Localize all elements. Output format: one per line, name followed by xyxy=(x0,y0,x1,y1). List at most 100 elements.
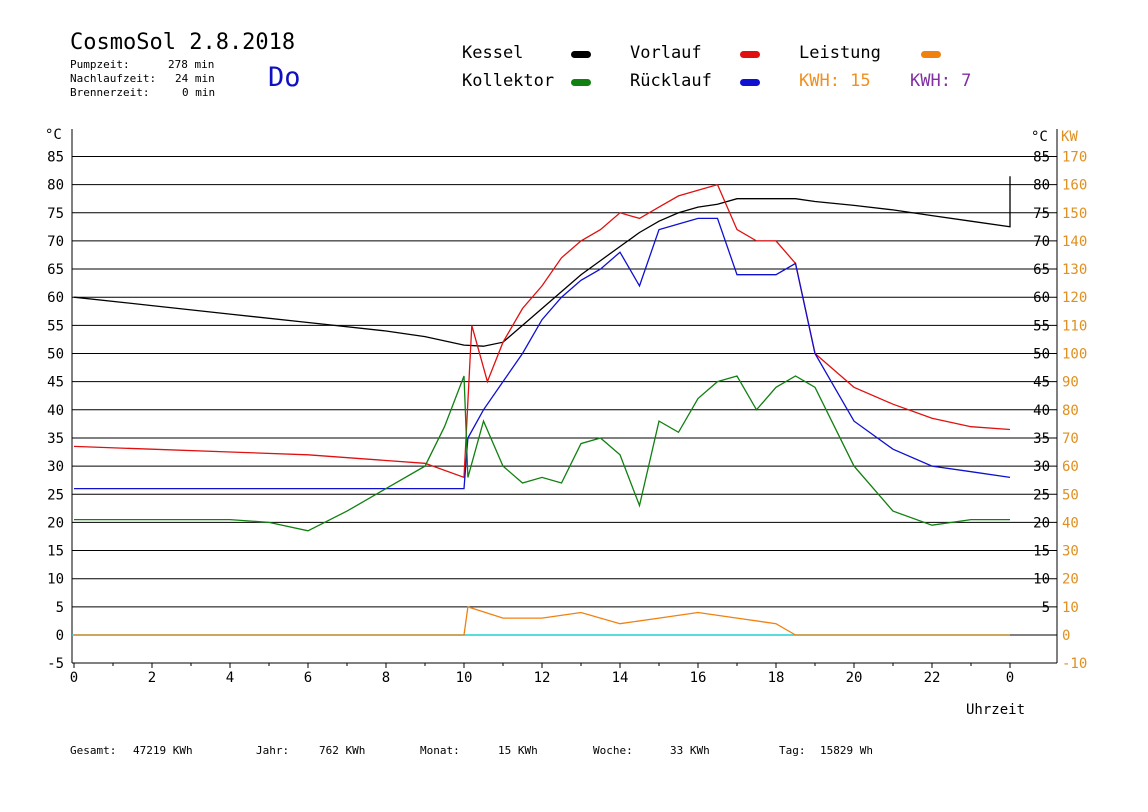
x-tick-label: 6 xyxy=(304,670,312,686)
y-tick-label-right: 35 xyxy=(1033,431,1050,447)
y-tick-label-kw: 80 xyxy=(1062,403,1079,419)
x-axis-label: Uhrzeit xyxy=(966,702,1025,718)
y-tick-label-right: 50 xyxy=(1033,347,1050,363)
footer-monat-value: 15 KWh xyxy=(498,744,538,757)
series-line-vorlauf xyxy=(73,183,1011,479)
x-tick-label: 0 xyxy=(70,670,78,686)
y-tick-label-right: 65 xyxy=(1033,262,1050,278)
y-tick-label-left: 25 xyxy=(47,487,64,503)
y-tick-label-kw: 70 xyxy=(1062,431,1079,447)
footer-gesamt-label: Gesamt: xyxy=(70,744,117,757)
legend-kollektor-label: Kollektor xyxy=(462,71,555,91)
legend-kwh-1: KWH: 15 xyxy=(799,71,871,91)
legend-leistung-label: Leistung xyxy=(799,43,881,63)
y-tick-label-kw: 30 xyxy=(1062,544,1079,560)
y-tick-label-right: 45 xyxy=(1033,375,1050,391)
legend-kessel-label: Kessel xyxy=(462,43,524,63)
pumpzeit-label: Pumpzeit: xyxy=(70,58,130,71)
y-tick-label-left: 10 xyxy=(47,572,64,588)
y-tick-label-kw: 150 xyxy=(1062,206,1087,222)
footer-jahr-label: Jahr: xyxy=(256,744,290,757)
nachlaufzeit-value: 24 min xyxy=(175,72,215,85)
series-line-kessel xyxy=(73,176,1011,347)
y-tick-label-right: 20 xyxy=(1033,515,1050,531)
nachlaufzeit-label: Nachlaufzeit: xyxy=(70,72,157,85)
x-tick-label: 12 xyxy=(534,670,551,686)
y-tick-label-right: 10 xyxy=(1033,572,1050,588)
chart-title: CosmoSol 2.8.2018 xyxy=(70,30,296,55)
x-tick-label: 20 xyxy=(846,670,863,686)
y-tick-label-left: 5 xyxy=(56,600,64,616)
legend-kollektor-swatch xyxy=(571,79,591,86)
y-tick-label-right: 40 xyxy=(1033,403,1050,419)
y-axis-unit-left: °C xyxy=(45,127,62,143)
pumpzeit-value: 278 min xyxy=(168,58,215,71)
y-tick-label-left: 75 xyxy=(47,206,64,222)
y-tick-label-kw: 140 xyxy=(1062,234,1087,250)
y-tick-label-kw: 130 xyxy=(1062,262,1087,278)
footer-tag-label: Tag: xyxy=(779,744,806,757)
y-tick-label-kw: 120 xyxy=(1062,290,1087,306)
y-tick-label-kw: 0 xyxy=(1062,628,1070,644)
x-tick-label: 4 xyxy=(226,670,234,686)
x-tick-label: 22 xyxy=(924,670,941,686)
y-tick-label-kw: 40 xyxy=(1062,515,1079,531)
x-tick-label: 10 xyxy=(456,670,473,686)
legend-ruecklauf-label: Rücklauf xyxy=(630,71,712,91)
y-axis-unit-right: °C xyxy=(1031,129,1048,145)
x-tick-label: 18 xyxy=(768,670,785,686)
weekday-label: Do xyxy=(268,62,301,93)
legend-vorlauf-label: Vorlauf xyxy=(630,43,702,63)
y-tick-label-kw: 50 xyxy=(1062,487,1079,503)
y-tick-label-right: 75 xyxy=(1033,206,1050,222)
y-tick-label-kw: 110 xyxy=(1062,318,1087,334)
y-tick-label-kw: 90 xyxy=(1062,375,1079,391)
footer-monat-label: Monat: xyxy=(420,744,460,757)
x-tick-label: 0 xyxy=(1006,670,1014,686)
y-tick-label-right: 5 xyxy=(1042,600,1050,616)
y-tick-label-left: 80 xyxy=(47,178,64,194)
y-tick-label-right: 70 xyxy=(1033,234,1050,250)
y-tick-label-kw: 10 xyxy=(1062,600,1079,616)
series-line-leistung xyxy=(74,606,1010,636)
y-tick-label-right: 25 xyxy=(1033,487,1050,503)
series-line-ruecklauf xyxy=(74,217,1011,490)
legend-leistung-swatch xyxy=(921,51,941,58)
y-tick-label-right: 55 xyxy=(1033,318,1050,334)
brennerzeit-value: 0 min xyxy=(182,86,216,99)
x-tick-label: 8 xyxy=(382,670,390,686)
y-tick-label-left: 65 xyxy=(47,262,64,278)
footer-woche-label: Woche: xyxy=(593,744,633,757)
y-tick-label-kw: 60 xyxy=(1062,459,1079,475)
footer-gesamt-value: 47219 KWh xyxy=(133,744,193,757)
footer-tag-value: 15829 Wh xyxy=(820,744,873,757)
y-tick-label-left: 45 xyxy=(47,375,64,391)
y-tick-label-left: 15 xyxy=(47,544,64,560)
legend-ruecklauf-swatch xyxy=(740,79,760,86)
x-tick-label: 14 xyxy=(612,670,629,686)
y-tick-label-kw: 170 xyxy=(1062,149,1087,165)
y-axis-unit-kw: KW xyxy=(1061,129,1078,145)
legend-vorlauf-swatch xyxy=(740,51,760,58)
y-tick-label-right: 30 xyxy=(1033,459,1050,475)
y-tick-label-left: 50 xyxy=(47,347,64,363)
y-tick-label-right: 80 xyxy=(1033,178,1050,194)
y-tick-label-right: 15 xyxy=(1033,544,1050,560)
x-tick-label: 2 xyxy=(148,670,156,686)
y-tick-label-left: 20 xyxy=(47,515,64,531)
y-tick-label-left: 0 xyxy=(56,628,64,644)
y-tick-label-left: 85 xyxy=(47,149,64,165)
y-tick-label-right: 60 xyxy=(1033,290,1050,306)
y-tick-label-left: 55 xyxy=(47,318,64,334)
y-tick-label-kw: -10 xyxy=(1062,656,1087,672)
x-tick-label: 16 xyxy=(690,670,707,686)
legend-kessel-swatch xyxy=(571,51,591,58)
footer-woche-value: 33 KWh xyxy=(670,744,710,757)
y-tick-label-right: 85 xyxy=(1033,149,1050,165)
y-tick-label-kw: 20 xyxy=(1062,572,1079,588)
y-tick-label-left: 60 xyxy=(47,290,64,306)
y-tick-label-left: -5 xyxy=(47,656,64,672)
y-tick-label-left: 70 xyxy=(47,234,64,250)
y-tick-label-kw: 100 xyxy=(1062,347,1087,363)
